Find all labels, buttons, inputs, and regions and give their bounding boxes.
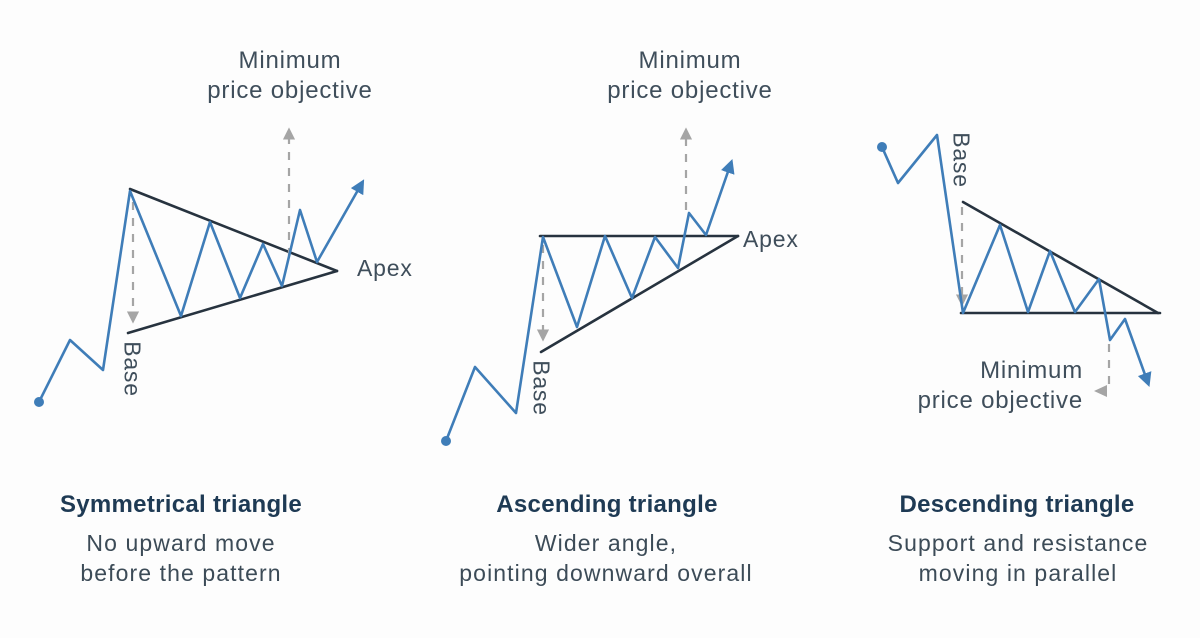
price-start-dot-symmetrical-triangle — [34, 397, 44, 407]
base-label-descending: Base — [948, 132, 975, 188]
label-line: Minimum — [238, 47, 342, 74]
price-start-dot-ascending-triangle — [441, 436, 451, 446]
apex-label-ascending: Apex — [743, 226, 799, 252]
gray-arrowhead-icon — [1094, 385, 1107, 397]
caption-title-descending: Descending triangle — [899, 491, 1135, 518]
caption-body-descending: Support and resistance moving in paralle… — [888, 528, 1149, 588]
caption-line: pointing downward overall — [459, 560, 753, 586]
label-line: Minimum — [980, 357, 1083, 384]
caption-line: Wider angle, — [534, 530, 678, 556]
price-line-descending-triangle — [880, 133, 1152, 388]
caption-line: moving in parallel — [918, 560, 1118, 586]
caption-body-symmetrical: No upward move before the pattern — [80, 528, 281, 588]
caption-line: before the pattern — [80, 560, 282, 586]
price-start-dot-descending-triangle — [877, 142, 887, 152]
min-price-objective-label-ascending: Minimum price objective — [607, 46, 772, 106]
caption-title-ascending: Ascending triangle — [496, 491, 718, 518]
trendline-symmetrical-triangle — [126, 269, 339, 335]
caption-line: No upward move — [86, 530, 276, 556]
price-line-ascending-triangle — [444, 158, 735, 443]
base-label-symmetrical: Base — [119, 341, 146, 397]
label-line: price objective — [607, 77, 773, 104]
min-price-objective-label-descending: Minimum price objective — [918, 356, 1083, 416]
trendline-ascending-triangle — [539, 234, 740, 354]
label-line: price objective — [917, 387, 1083, 414]
label-line: Minimum — [638, 47, 742, 74]
apex-label-symmetrical: Apex — [357, 255, 413, 281]
min-price-objective-label-symmetrical: Minimum price objective — [207, 46, 372, 106]
caption-body-ascending: Wider angle, pointing downward overall — [459, 528, 752, 588]
caption-title-symmetrical: Symmetrical triangle — [59, 491, 303, 518]
label-line: price objective — [207, 77, 373, 104]
trendline-symmetrical-triangle — [128, 187, 339, 273]
price-line-symmetrical-triangle — [37, 179, 365, 404]
trendline-descending-triangle — [961, 200, 1160, 315]
caption-line: Support and resistance — [887, 530, 1149, 556]
base-label-ascending: Base — [528, 360, 555, 416]
